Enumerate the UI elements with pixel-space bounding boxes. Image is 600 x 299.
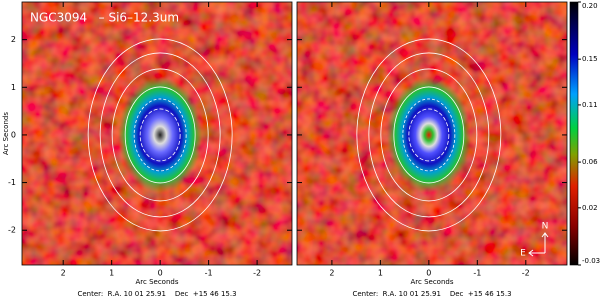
y-tick-label: -1: [8, 178, 16, 187]
x-tick-label: 0: [158, 269, 163, 278]
contour: [408, 108, 450, 162]
contour: [356, 38, 502, 232]
y-tick-label: 0: [11, 130, 16, 139]
y-axis-title: Arc Seconds: [2, 112, 10, 155]
colorbar-tick-label: -0.03: [582, 257, 600, 265]
compass-east: E: [520, 249, 526, 259]
contour: [139, 108, 181, 162]
contour: [99, 52, 221, 218]
footer: Center: R.A. 10 01 25.91 Dec +15 46 15.3: [77, 290, 236, 298]
contour: [393, 86, 465, 184]
y-tick-label: 2: [11, 35, 16, 44]
x-tick-label: 2: [329, 269, 334, 278]
y-tick-label: -2: [8, 226, 16, 235]
x-axis-title: Arc Seconds: [411, 278, 454, 286]
contour: [87, 38, 233, 232]
x-tick-label: -1: [473, 269, 481, 278]
x-tick-label: 0: [426, 269, 431, 278]
source-glow: [386, 76, 471, 193]
contour: [402, 98, 456, 172]
x-tick-label: 2: [61, 269, 66, 278]
colorbar: [569, 1, 579, 266]
contour: [111, 68, 209, 202]
compass-north: N: [542, 222, 549, 232]
colorbar-tick-label: 0.06: [582, 158, 598, 166]
frame: [21, 1, 293, 266]
footer: Center: R.A. 10 01 25.91 Dec +15 46 15.3: [352, 290, 511, 298]
x-axis-title: Arc Seconds: [136, 278, 179, 286]
source-glow: [118, 76, 203, 193]
image-panel: [22, 2, 292, 265]
x-tick-label: 1: [109, 269, 114, 278]
contour: [124, 86, 196, 184]
contour: [133, 98, 187, 172]
colorbar-tick-label: 0.02: [582, 204, 598, 212]
x-tick-label: -2: [522, 269, 530, 278]
x-tick-label: 1: [378, 269, 383, 278]
x-tick-label: -1: [205, 269, 213, 278]
compass: [528, 232, 549, 257]
chart-title: NGC3094 – Si6–12.3um: [30, 11, 179, 25]
x-tick-label: -2: [253, 269, 261, 278]
contour: [368, 52, 490, 218]
frame: [296, 1, 568, 266]
y-tick-label: 1: [11, 83, 16, 92]
colorbar-tick-label: 0.11: [582, 101, 598, 109]
colorbar-tick-label: 0.20: [582, 2, 598, 10]
contour: [380, 68, 478, 202]
colorbar-tick-label: 0.15: [582, 55, 598, 63]
image-panel: [297, 2, 567, 265]
